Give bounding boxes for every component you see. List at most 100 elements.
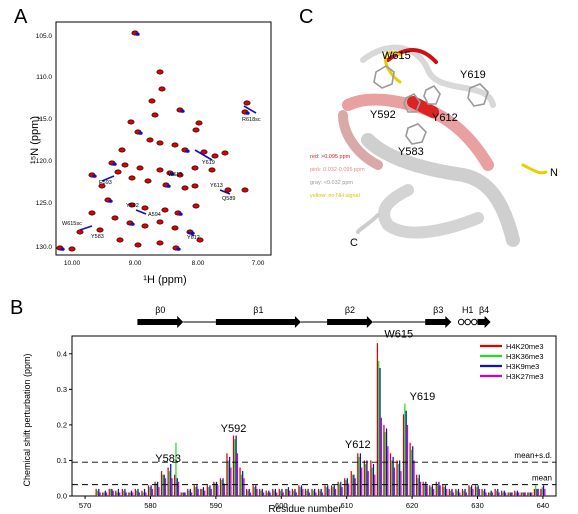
csp-ylabel: Chemical shift perturbation (ppm)	[22, 353, 32, 486]
csp-bar	[197, 488, 199, 496]
csp-bar	[138, 492, 140, 496]
csp-bar	[273, 490, 275, 496]
csp-bar	[223, 483, 225, 496]
hsqc-ytick: 115.0	[36, 116, 52, 123]
panel-label-b: B	[10, 297, 24, 319]
csp-bar	[188, 490, 190, 496]
csp-bar	[109, 488, 112, 496]
beta-strand-arrow	[215, 316, 301, 328]
hsqc-y-axis: 105.0 110.0 115.0 120.0 125.0 130.0	[36, 33, 53, 251]
hsqc-peak	[136, 165, 144, 171]
side-chains	[373, 65, 489, 145]
hsqc-peak	[196, 237, 204, 243]
csp-bar	[334, 488, 337, 496]
csp-bar	[308, 492, 311, 496]
side-chain-w615	[373, 65, 395, 89]
hsqc-peak	[156, 167, 164, 173]
hsqc-peak	[144, 178, 152, 184]
csp-bar	[430, 487, 432, 496]
csp-bar	[134, 488, 137, 496]
csp-bar	[282, 492, 284, 496]
hsqc-annotation: Q589	[222, 196, 235, 202]
csp-bar	[215, 481, 218, 496]
hsqc-shift-arrow	[219, 189, 231, 195]
csp-bar	[191, 492, 193, 496]
csp-bar	[396, 460, 398, 496]
csp-bar	[489, 492, 491, 496]
csp-bar	[164, 478, 167, 496]
hsqc-peak	[111, 215, 119, 221]
hsqc-peak	[192, 127, 200, 133]
ribbon-w615-loop	[386, 48, 438, 64]
hsqc-annotations: R618sc W615 Y619 E593 Y613 Q589 Y592 A59…	[62, 117, 261, 241]
csp-bar	[443, 487, 445, 496]
hsqc-peak-shifted	[112, 162, 117, 166]
csp-bar	[537, 488, 539, 496]
csp-bar	[193, 485, 195, 496]
csp-bar	[247, 490, 249, 496]
csp-bar	[327, 485, 329, 496]
csp-bar	[402, 414, 405, 496]
csp-bar	[315, 492, 317, 496]
hsqc-ytick: 125.0	[36, 200, 53, 207]
csp-bar	[376, 343, 379, 496]
hsqc-peak	[134, 242, 142, 248]
hsqc-peak	[161, 207, 169, 213]
csp-bar	[451, 488, 453, 496]
ribbon-c-term	[356, 213, 380, 234]
csp-bar	[328, 488, 330, 496]
csp-bar	[482, 490, 484, 496]
csp-bar	[286, 488, 288, 496]
csp-bar	[518, 492, 520, 496]
csp-bar	[450, 490, 452, 496]
csp-bar	[333, 485, 335, 496]
csp-bar	[325, 487, 328, 496]
csp-bar	[350, 471, 352, 496]
csp-bar	[444, 485, 447, 496]
hsqc-shift-arrow	[79, 225, 93, 231]
csp-bar	[151, 488, 154, 496]
csp-bar	[372, 464, 375, 496]
csp-bar	[266, 492, 269, 496]
csp-bar	[491, 492, 494, 496]
hsqc-peak	[146, 137, 154, 143]
ribbon-yellow-loop	[383, 51, 402, 84]
csp-bar	[426, 485, 428, 496]
csp-bar	[367, 471, 369, 496]
csp-bar	[291, 488, 294, 496]
csp-bar	[478, 488, 481, 496]
csp-bar	[130, 490, 133, 496]
csp-bar	[112, 490, 114, 496]
hsqc-annotation: A594	[148, 212, 161, 218]
secondary-structure: β0 β1 β2 β3 H1 β4	[137, 305, 491, 328]
csp-bar	[106, 492, 108, 496]
beta-strand-arrow	[425, 316, 452, 328]
hsqc-annotation: Y619	[202, 160, 215, 166]
csp-bar	[476, 487, 478, 496]
csp-bar	[380, 417, 382, 496]
hsqc-peak	[171, 225, 179, 231]
csp-bar	[345, 480, 347, 496]
beta-strand-arrow	[327, 316, 373, 328]
csp-bar	[150, 485, 152, 496]
csp-bar	[410, 449, 413, 496]
csp-bar	[115, 490, 117, 496]
csp-bar	[405, 410, 407, 496]
csp-bar	[248, 488, 250, 496]
ribbon-n-term	[521, 163, 548, 175]
csp-bar	[332, 487, 334, 496]
csp-bar	[295, 492, 297, 496]
hsqc-peak-shifted	[60, 247, 65, 251]
csp-bar	[160, 471, 163, 496]
csp-bar	[535, 485, 537, 496]
csp-bar	[158, 487, 160, 496]
panel-label-c: C	[299, 6, 314, 28]
csp-bar	[104, 490, 106, 496]
csp-bar	[128, 492, 130, 496]
csp-bar	[201, 488, 203, 496]
csp-bar	[209, 485, 211, 496]
secondary-structure-label: β0	[155, 305, 165, 315]
residue-label: Y612	[345, 439, 371, 451]
csp-bar	[361, 467, 363, 496]
